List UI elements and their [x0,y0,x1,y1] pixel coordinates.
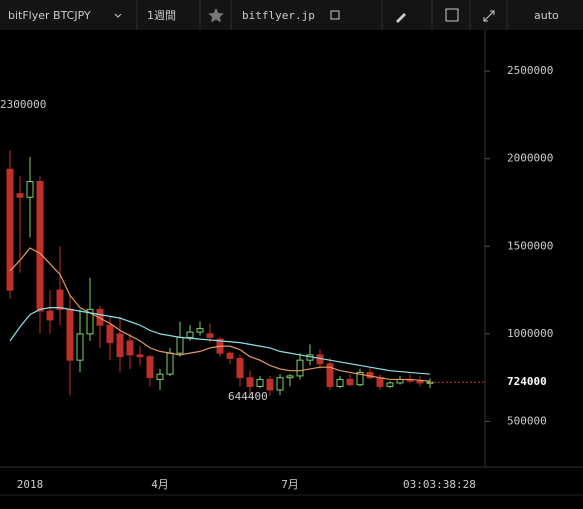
candle-body [226,352,234,359]
high-marker-label: 2300000 [0,98,46,111]
dropdown-icon[interactable] [114,13,122,18]
toolbar-separators [136,0,508,30]
candle-body [106,324,114,344]
candle-body [26,181,34,198]
candle-body [166,352,174,375]
candle-body [76,333,84,361]
y-tick-label: 2500000 [507,64,553,77]
candle-body [6,168,14,291]
draw-icon[interactable] [396,13,406,23]
x-tick-label: 7月 [281,478,299,491]
moving-average [9,247,431,382]
candle-body [146,356,154,379]
interval-button[interactable]: 1週間 [147,9,176,22]
candle-body [296,359,304,377]
candle-body [206,333,214,338]
last-price-label: 724000 [507,375,547,388]
candle-body [46,310,54,321]
candle-body [256,378,264,387]
candle-body [36,181,44,312]
y-tick-label: 2000000 [507,152,553,165]
candle-body [176,336,184,354]
candle-body [236,357,244,379]
favorite-icon[interactable] [208,8,224,23]
fullscreen-icon[interactable] [483,10,495,22]
external-icon[interactable] [330,10,340,20]
candle-body [196,328,204,333]
candle-body [156,373,164,380]
candle-body [246,377,254,387]
candle-body [266,378,274,391]
low-marker-label: 644400 [228,390,268,403]
candle-body [346,378,354,386]
symbol-button[interactable]: bitFlyer BTCJPY [8,9,91,22]
candle-body [386,382,394,387]
candle-body [356,371,364,386]
candle-body [126,340,134,356]
indicator-icon[interactable] [445,8,459,22]
candle-body [66,308,74,361]
candle-body [96,308,104,326]
countdown: 03:03:38:28 [403,478,476,491]
candle-body [286,375,294,379]
y-tick-label: 1000000 [507,327,553,340]
candle-body [416,380,424,384]
y-tick-label: 1500000 [507,239,553,252]
candle-body [336,378,344,387]
candle-body [56,289,64,310]
candle-body [116,333,124,358]
site-link[interactable]: bitflyer.jp [242,9,315,22]
x-tick-label: 2018 [17,478,44,491]
candle-body [276,377,284,391]
candle-body [376,377,384,387]
candle-body [186,331,194,338]
moving-average [9,307,431,375]
x-tick-label: 4月 [151,478,169,491]
scale-mode-button[interactable]: auto [534,9,559,22]
toolbar [0,0,583,30]
candle-body [16,193,24,198]
candle-body [86,308,94,335]
candle-body [136,354,144,358]
candle-body [326,363,334,387]
y-tick-label: 500000 [507,414,547,427]
